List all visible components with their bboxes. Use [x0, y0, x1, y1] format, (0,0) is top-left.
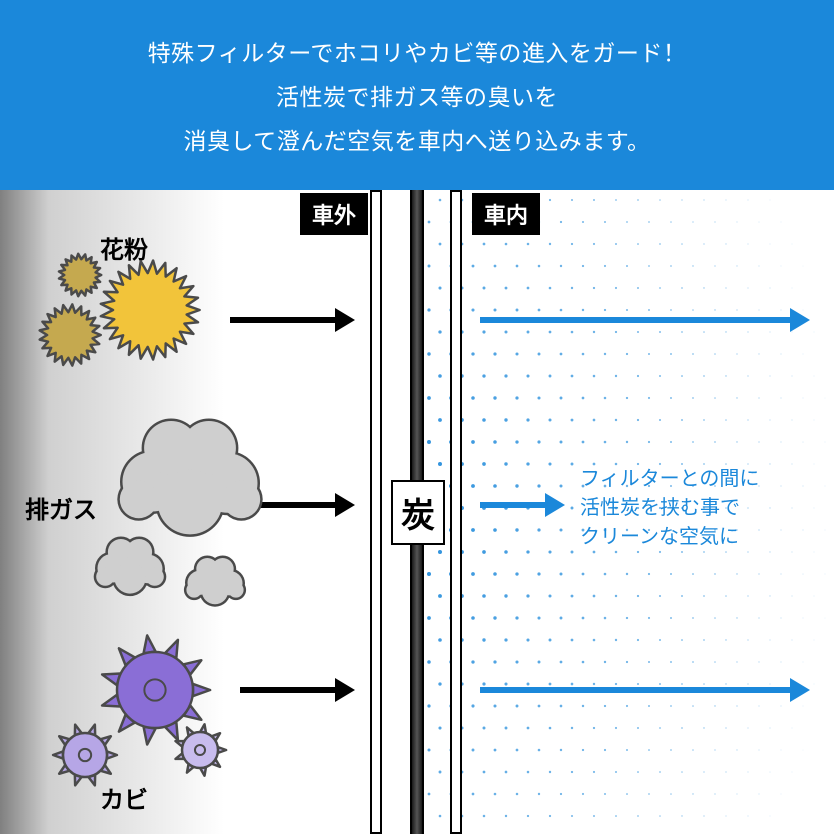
header-line-1: 特殊フィルターでホコリやカビ等の進入をガード！: [148, 34, 687, 68]
header-line-3: 消臭して澄んだ空気を車内へ送り込みます。: [183, 122, 650, 156]
filter-layer-outer-right: [450, 190, 462, 834]
header-line-2: 活性炭で排ガス等の臭いを: [276, 78, 558, 112]
header-banner: 特殊フィルターでホコリやカビ等の進入をガード！ 活性炭で排ガス等の臭いを 消臭し…: [0, 0, 834, 190]
carbon-label: 炭: [391, 480, 445, 545]
clean-text-line-3: クリーンな空気に: [580, 523, 759, 552]
outside-label: 車外: [300, 193, 368, 235]
filter-layer-outer-left: [370, 190, 382, 834]
clean-air-description: フィルターとの間に 活性炭を挟む事で クリーンな空気に: [580, 465, 759, 552]
clean-text-line-2: 活性炭を挟む事で: [580, 494, 759, 523]
filter-diagram: 車外 車内 炭 花粉 排ガス カビ フィルターとの間に 活性炭を挟む事で クリー…: [0, 190, 834, 834]
inside-label: 車内: [472, 193, 540, 235]
clean-text-line-1: フィルターとの間に: [580, 465, 759, 494]
